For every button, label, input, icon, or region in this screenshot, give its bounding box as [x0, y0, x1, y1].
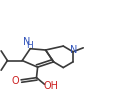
Text: O: O [12, 76, 19, 86]
Text: N: N [70, 45, 77, 55]
Text: H: H [26, 41, 33, 50]
Text: OH: OH [43, 81, 58, 91]
Text: N: N [23, 37, 30, 47]
